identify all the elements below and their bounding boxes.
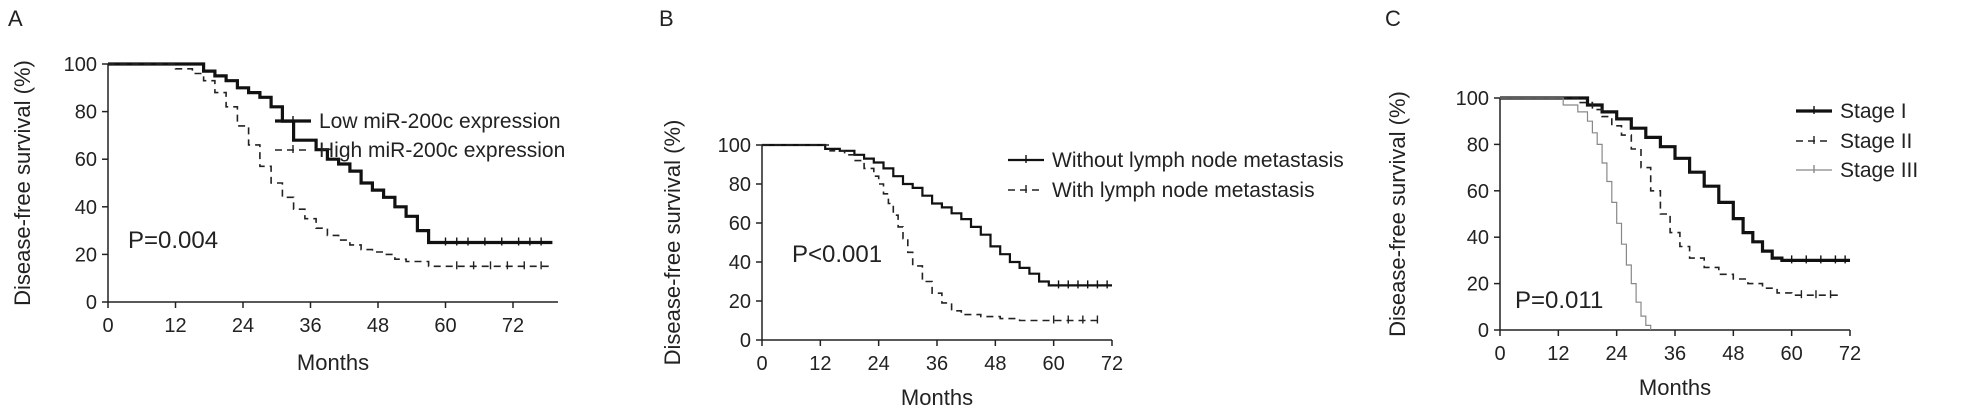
x-axis-title: Months [297,350,369,375]
y-tick-label: 60 [1467,181,1489,203]
legend-label: With lymph node metastasis [1052,179,1315,202]
x-tick-label: 48 [984,353,1006,375]
panel-letter: B [659,6,674,31]
x-tick-label: 24 [1606,343,1628,365]
panel-letter: A [8,6,23,31]
survival-curve-2 [108,63,553,268]
x-tick-label: 36 [1664,343,1686,365]
y-tick-label: 0 [1478,320,1489,342]
x-tick-label: 72 [1839,343,1861,365]
y-tick-label: 20 [75,244,97,266]
legend-label: Without lymph node metastasis [1052,149,1344,172]
chart-panel-c: C 0 20 40 60 80 100 0 12 24 36 48 60 72 Months Disease-… [1385,6,1918,400]
y-tick-label: 0 [86,292,97,314]
y-tick-label: 20 [1467,274,1489,296]
x-tick-label: 36 [926,353,948,375]
legend-label: Stage II [1840,130,1912,153]
p-value-annotation: P=0.004 [128,227,218,254]
x-tick-label: 0 [756,353,767,375]
y-tick-label: 100 [1456,88,1489,110]
x-tick-label: 72 [1101,353,1123,375]
survival-curve-1 [762,143,1112,287]
x-tick-label: 48 [367,315,389,337]
survival-curve-1 [1500,96,1850,262]
y-tick-label: 40 [729,252,751,274]
legend-label: Stage III [1840,159,1918,182]
x-tick-label: 12 [164,315,186,337]
legend-label: High miR-200c expression [319,139,565,162]
panel-letter: C [1385,6,1401,31]
x-tick-label: 24 [232,315,254,337]
y-axis-title: Disease-free survival (%) [10,60,35,306]
y-tick-label: 80 [1467,134,1489,156]
x-axis-title: Months [1639,375,1711,400]
x-tick-label: 60 [1043,353,1065,375]
y-tick-label: 80 [729,174,751,196]
x-tick-label: 36 [299,315,321,337]
survival-curve-2 [762,144,1103,322]
x-tick-label: 48 [1722,343,1744,365]
y-tick-label: 60 [75,149,97,171]
x-tick-label: 12 [809,353,831,375]
p-value-annotation: P=0.011 [1515,287,1603,314]
legend-label: Stage I [1840,100,1907,123]
y-tick-label: 60 [729,213,751,235]
y-tick-label: 40 [75,197,97,219]
x-tick-label: 60 [434,315,456,337]
p-value-annotation: P<0.001 [792,241,882,268]
chart-panel-a: A 0 20 40 60 80 100 0 12 24 36 48 60 72 Months Disease-… [8,6,565,375]
x-tick-label: 72 [502,315,524,337]
y-tick-label: 80 [75,102,97,124]
y-tick-label: 20 [729,291,751,313]
x-tick-label: 60 [1781,343,1803,365]
y-axis-title: Disease-free survival (%) [1385,91,1410,337]
x-tick-label: 0 [1494,343,1505,365]
y-tick-label: 100 [718,135,751,157]
y-tick-label: 40 [1467,227,1489,249]
y-axis-title: Disease-free survival (%) [660,120,685,366]
x-tick-label: 0 [102,315,113,337]
x-axis-title: Months [901,385,973,410]
survival-curve-3 [1500,97,1652,330]
x-tick-label: 24 [868,353,890,375]
chart-panel-b: B 0 20 40 60 80 100 0 12 24 36 48 60 72 Months Disease-… [659,6,1344,410]
y-tick-label: 100 [64,54,97,76]
y-tick-label: 0 [740,330,751,352]
legend-label: Low miR-200c expression [319,110,561,133]
survival-curve-1 [108,62,553,245]
x-tick-label: 12 [1547,343,1569,365]
survival-curve-2 [1500,97,1841,296]
